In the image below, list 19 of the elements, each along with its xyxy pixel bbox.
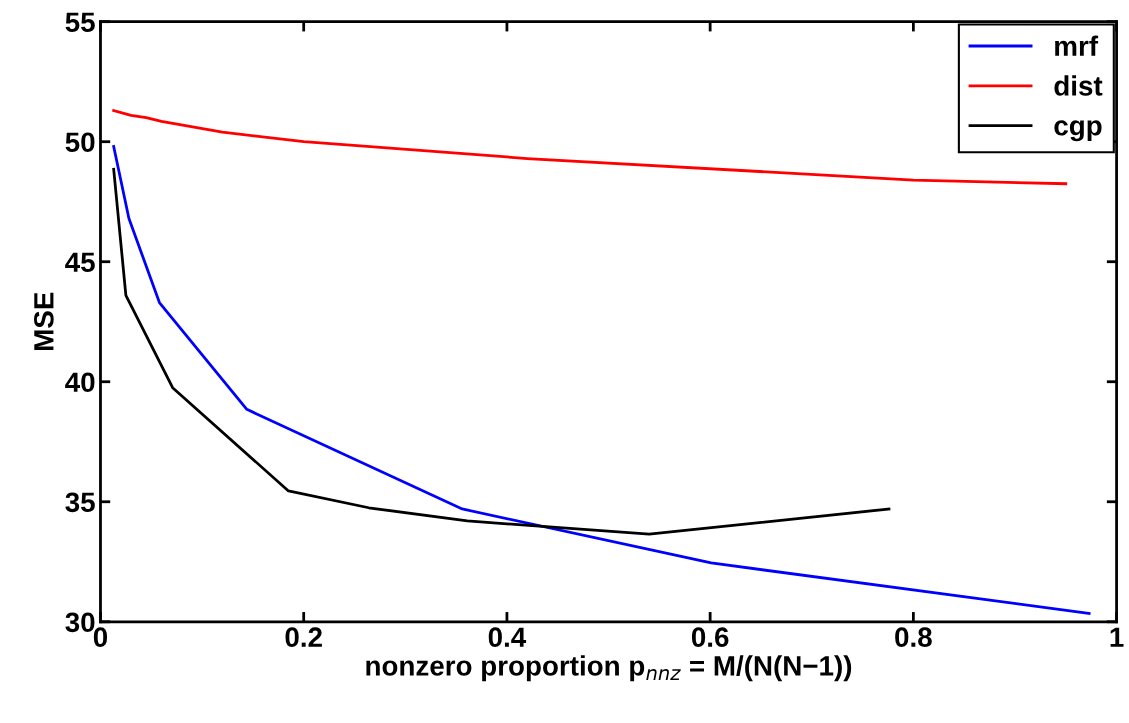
legend-label: dist — [1054, 75, 1103, 96]
legend-label: mrf — [1055, 35, 1099, 56]
legend-label: cgp — [1054, 120, 1102, 142]
line-series — [112, 167, 891, 536]
y-tick-label: 55 — [65, 12, 95, 33]
x-tick-label: 0 — [93, 627, 108, 648]
y-axis-title: MSE — [34, 292, 54, 350]
x-tick-label: 0.2 — [285, 627, 322, 648]
x-tick-label: 0.4 — [488, 627, 527, 648]
x-tick-label: 1 — [1110, 627, 1124, 647]
y-tick-label: 30 — [65, 612, 95, 633]
y-tick-label: 35 — [65, 492, 95, 513]
y-tick-label: 50 — [65, 132, 95, 153]
x-tick-label: 0.8 — [895, 627, 932, 648]
x-axis-title: nonzero proportion p$_{nnz}$ = M/(N(N−1)) — [366, 655, 852, 682]
x-tick-label: 0.6 — [691, 627, 729, 648]
y-tick-label: 45 — [65, 252, 95, 273]
line-series — [112, 145, 1091, 615]
y-tick-label: 40 — [65, 372, 95, 393]
